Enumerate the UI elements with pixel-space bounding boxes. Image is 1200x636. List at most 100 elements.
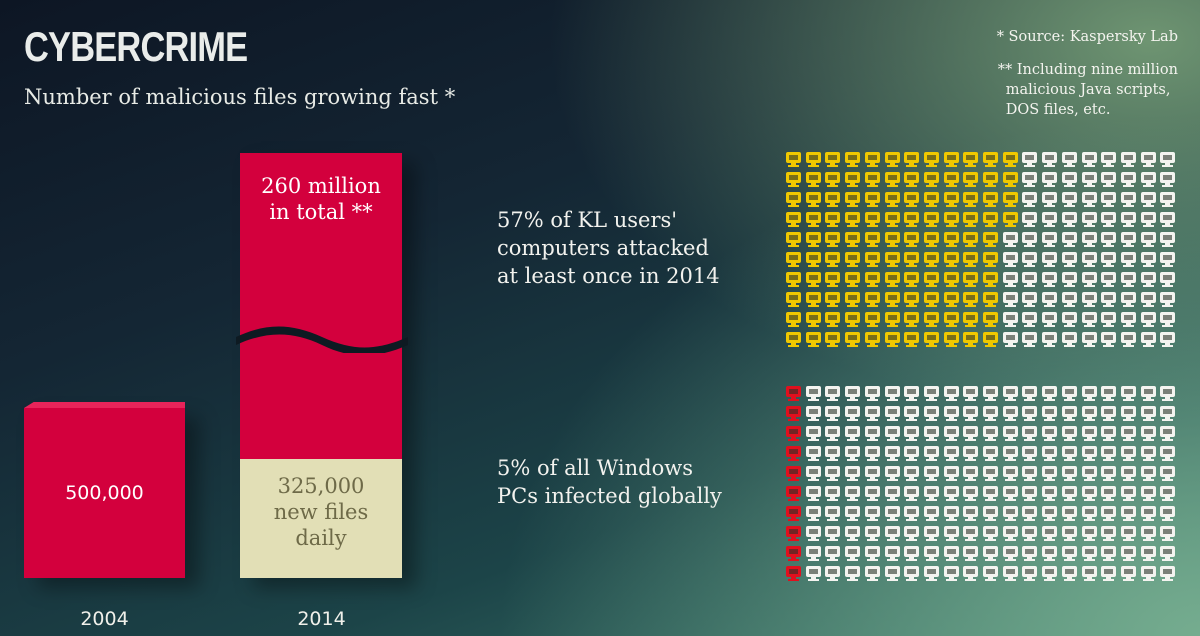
computer-icon-highlighted (786, 406, 801, 422)
computer-icon (1022, 212, 1038, 228)
computer-icon (983, 466, 998, 482)
computer-icon (1002, 386, 1018, 402)
computer-icon-highlighted (904, 212, 920, 228)
computer-icon (1160, 526, 1176, 542)
computer-icon-highlighted (786, 232, 801, 248)
computer-icon (845, 546, 861, 562)
computer-icon-highlighted (923, 272, 939, 288)
computer-icon-highlighted (805, 272, 821, 288)
computer-icon (1002, 506, 1018, 522)
computer-icon-highlighted (904, 272, 920, 288)
computer-icon-highlighted (884, 152, 900, 168)
computer-icon (963, 486, 979, 502)
computer-icon-highlighted (786, 212, 801, 228)
computer-icon (923, 506, 939, 522)
computer-icon (1160, 486, 1176, 502)
label-line: PCs infected globally (497, 484, 722, 508)
computer-icon (1022, 232, 1038, 248)
computer-icon (1061, 506, 1077, 522)
computer-icon-highlighted (786, 506, 801, 522)
computer-icon (1140, 566, 1156, 582)
computer-icon (1042, 566, 1058, 582)
computer-icon (1081, 272, 1097, 288)
computer-icon (1120, 386, 1136, 402)
computer-icon (963, 446, 979, 462)
computer-icon (1120, 526, 1136, 542)
computer-icon (805, 546, 821, 562)
computer-icon (1042, 506, 1058, 522)
computer-icon-highlighted (825, 192, 841, 208)
computer-icon (1101, 506, 1117, 522)
computer-icon-highlighted (845, 212, 861, 228)
computer-icon (1120, 172, 1136, 188)
computer-icon (1042, 312, 1058, 328)
computer-icon-highlighted (786, 312, 801, 328)
waffle-infected (786, 386, 1186, 586)
computer-icon-highlighted (864, 252, 880, 268)
computer-icon (943, 526, 959, 542)
computer-icon (963, 406, 979, 422)
computer-icon-highlighted (864, 312, 880, 328)
computer-icon (1022, 526, 1038, 542)
computer-icon (963, 386, 979, 402)
computer-icon (1061, 172, 1077, 188)
computer-icon-highlighted (943, 212, 959, 228)
computer-icon (805, 466, 821, 482)
computer-icon (1120, 506, 1136, 522)
computer-icon-highlighted (884, 272, 900, 288)
computer-icon (983, 406, 998, 422)
source-note: * Source: Kaspersky Lab (996, 29, 1178, 45)
bar-2004-label: 500,000 (65, 482, 144, 504)
computer-icon (1061, 272, 1077, 288)
computer-icon (1081, 486, 1097, 502)
computer-icon (864, 526, 880, 542)
computer-icon-highlighted (1002, 152, 1018, 168)
computer-icon-highlighted (884, 192, 900, 208)
computer-icon (1140, 292, 1156, 308)
computer-icon (1061, 152, 1077, 168)
computer-icon-highlighted (1002, 172, 1018, 188)
computer-icon-highlighted (943, 292, 959, 308)
computer-icon (805, 566, 821, 582)
computer-icon (904, 486, 920, 502)
computer-icon (1140, 332, 1156, 348)
computer-icon-highlighted (786, 292, 801, 308)
computer-icon (1002, 446, 1018, 462)
computer-icon-highlighted (983, 272, 998, 288)
computer-icon (805, 526, 821, 542)
computer-icon-highlighted (786, 192, 801, 208)
computer-icon-highlighted (963, 312, 979, 328)
computer-icon-highlighted (1002, 192, 1018, 208)
axis-break-wave (236, 326, 408, 353)
computer-icon (1022, 192, 1038, 208)
computer-icon (943, 546, 959, 562)
computer-icon (1022, 506, 1038, 522)
computer-icon (1061, 546, 1077, 562)
computer-icon (1061, 386, 1077, 402)
computer-icon (1140, 252, 1156, 268)
computer-icon (864, 386, 880, 402)
computer-icon (1140, 232, 1156, 248)
computer-icon (1002, 312, 1018, 328)
computer-icon-highlighted (805, 192, 821, 208)
computer-icon-highlighted (805, 332, 821, 348)
computer-icon-highlighted (963, 212, 979, 228)
computer-icon (1120, 466, 1136, 482)
computer-icon-highlighted (904, 232, 920, 248)
computer-icon-highlighted (845, 232, 861, 248)
computer-icon (1022, 172, 1038, 188)
computer-icon (923, 386, 939, 402)
computer-icon-highlighted (923, 212, 939, 228)
computer-icon (1120, 566, 1136, 582)
computer-icon (1061, 232, 1077, 248)
computer-icon (963, 426, 979, 442)
computer-icon (1081, 232, 1097, 248)
computer-icon-highlighted (963, 192, 979, 208)
computer-icon (825, 486, 841, 502)
computer-icon-highlighted (825, 292, 841, 308)
computer-icon-highlighted (983, 212, 998, 228)
computer-icon (845, 466, 861, 482)
computer-icon-highlighted (845, 192, 861, 208)
computer-icon (805, 446, 821, 462)
computer-icon (1160, 292, 1176, 308)
